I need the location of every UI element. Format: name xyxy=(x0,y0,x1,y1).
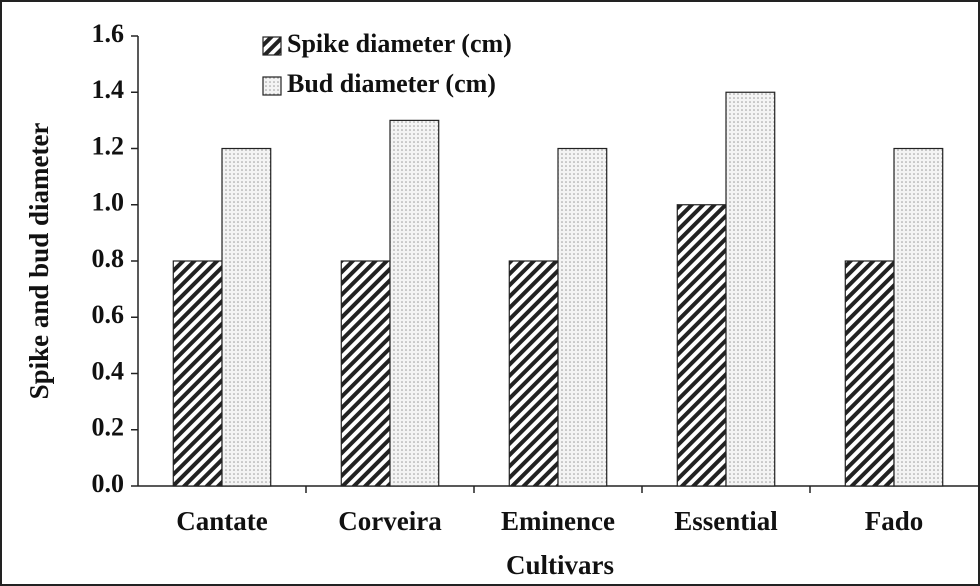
bar xyxy=(676,204,727,487)
y-tick-label: 0.8 xyxy=(92,244,125,273)
y-tick-label: 1.4 xyxy=(92,75,125,104)
bar xyxy=(557,147,608,487)
x-tick-label: Cantate xyxy=(176,506,267,536)
bar xyxy=(508,260,559,487)
y-tick-label: 0.2 xyxy=(92,413,125,442)
y-axis-title: Spike and bud diameter xyxy=(24,123,54,400)
bar xyxy=(221,147,272,487)
y-tick-label: 1.6 xyxy=(92,19,125,48)
y-tick-label: 0.4 xyxy=(92,356,125,385)
y-tick-label: 1.2 xyxy=(92,131,125,160)
x-tick-label: Essential xyxy=(674,506,778,536)
bar xyxy=(844,260,895,487)
legend-swatch xyxy=(262,36,282,56)
bar xyxy=(725,91,776,487)
bar xyxy=(893,147,944,487)
legend-label: Spike diameter (cm) xyxy=(287,29,512,58)
bar xyxy=(340,260,391,487)
x-axis-title: Cultivars xyxy=(506,550,614,580)
legend-swatch xyxy=(262,76,282,96)
x-tick-label: Eminence xyxy=(501,506,615,536)
y-tick-label: 0.6 xyxy=(92,300,125,329)
x-tick-label: Corveira xyxy=(338,506,442,536)
y-tick-label: 1.0 xyxy=(92,188,125,217)
bar xyxy=(172,260,223,487)
y-tick-label: 0.0 xyxy=(92,469,125,498)
bar xyxy=(389,119,440,487)
legend-label: Bud diameter (cm) xyxy=(287,69,496,98)
x-tick-label: Fado xyxy=(865,506,924,536)
